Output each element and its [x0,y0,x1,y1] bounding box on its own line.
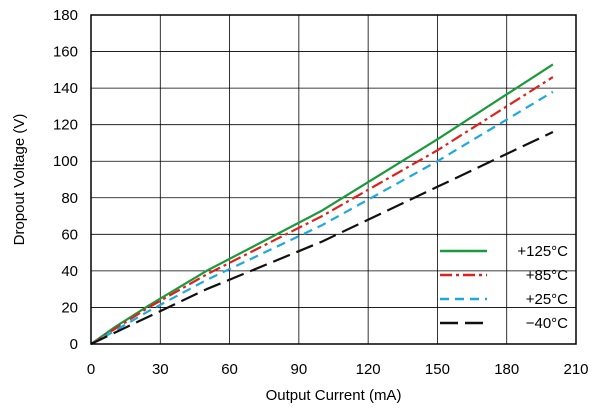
y-tick-label: 80 [61,190,78,207]
series-line-0 [90,63,554,345]
y-tick-label: 140 [53,80,78,97]
legend-label: +25°C [526,291,568,308]
series-lines [90,63,554,345]
legend-label: +125°C [517,243,568,260]
plot-frame [90,14,577,345]
y-tick-label: 20 [61,299,78,316]
x-tick-label: 150 [425,361,450,378]
series-line-2 [90,90,554,345]
y-tick-label: 40 [61,263,78,280]
x-tick-label: 60 [221,361,238,378]
x-tick-label: 0 [87,361,95,378]
x-tick-label: 180 [494,361,519,378]
legend-label: +85°C [526,267,568,284]
y-axis-title: Dropout Voltage (V) [11,114,28,246]
legend-label: −40°C [526,315,568,332]
grid [90,14,577,345]
x-tick-label: 90 [291,361,308,378]
y-tick-label: 100 [53,153,78,170]
x-tick-labels: 0 30 60 90 120 150 180 210 [87,361,589,378]
y-tick-label: 120 [53,117,78,134]
x-tick-label: 210 [563,361,588,378]
y-tick-label: 60 [61,226,78,243]
series-line-1 [90,76,554,345]
x-tick-label: 120 [356,361,381,378]
x-tick-label: 30 [152,361,169,378]
legend: +125°C +85°C +25°C −40°C [440,243,568,332]
y-tick-labels: 0 20 40 60 80 100 120 140 160 180 [53,7,78,353]
series-line-3 [90,131,554,345]
y-tick-label: 0 [70,336,78,353]
y-tick-label: 160 [53,44,78,61]
x-axis-title: Output Current (mA) [266,387,402,404]
y-tick-label: 180 [53,7,78,24]
